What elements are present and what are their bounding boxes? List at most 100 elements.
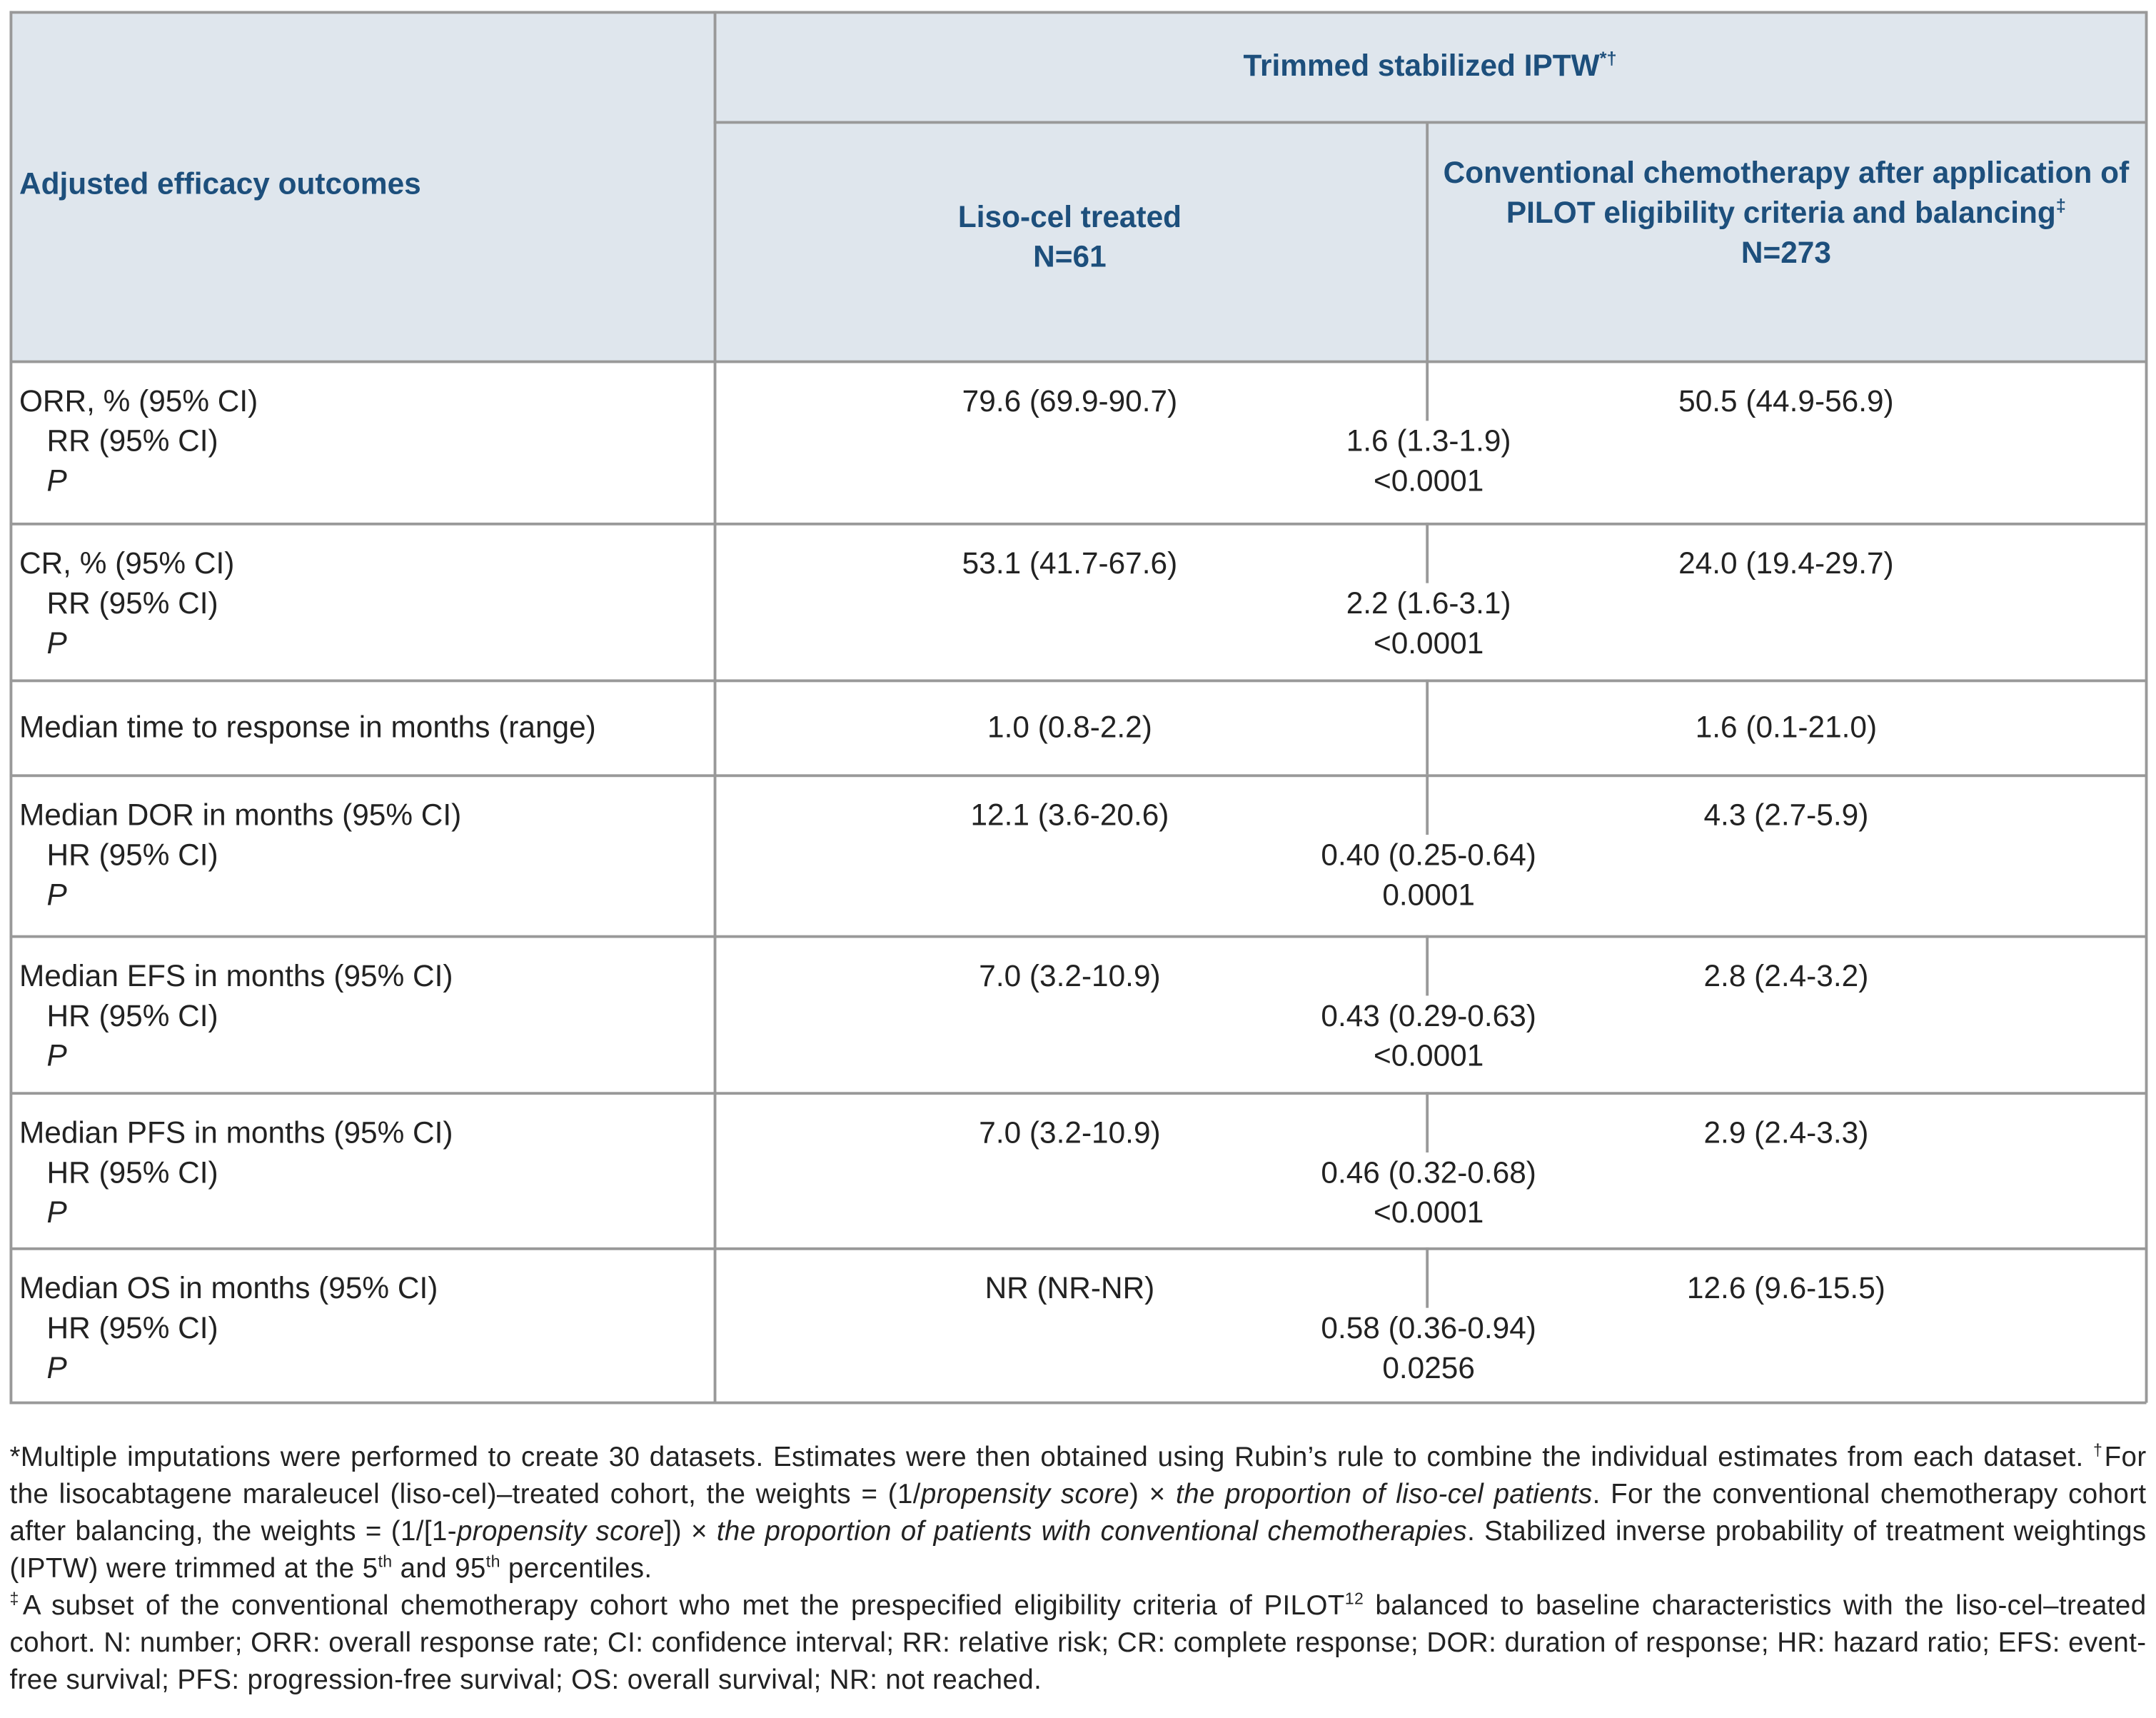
border bbox=[2145, 11, 2147, 1403]
footnote-italic: the proportion of liso-cel patients bbox=[1176, 1480, 1593, 1510]
footnote-sup: th bbox=[378, 1552, 393, 1572]
column-divider bbox=[1426, 935, 1429, 996]
border bbox=[9, 11, 2147, 14]
column-divider bbox=[1426, 522, 1429, 583]
p-value: 0.0256 bbox=[1382, 1350, 1475, 1385]
row-border bbox=[9, 1092, 2147, 1095]
group-note: *† bbox=[1599, 47, 1617, 69]
column-header: Conventional chemotherapy after applicat… bbox=[1442, 153, 2130, 273]
column-divider bbox=[1426, 1247, 1429, 1308]
row-label: Median OS in months (95% CI) bbox=[19, 1270, 438, 1305]
footnote-italic: propensity score bbox=[456, 1517, 665, 1547]
cell-value: 4.3 (2.7-5.9) bbox=[1703, 798, 1869, 833]
cell-value: 7.0 (3.2-10.9) bbox=[979, 958, 1161, 993]
p-value: <0.0001 bbox=[1373, 1038, 1484, 1073]
row-sublabel: RR (95% CI) bbox=[46, 586, 218, 621]
border bbox=[713, 121, 2147, 124]
row-sublabel: P bbox=[46, 1350, 67, 1385]
header-background bbox=[9, 11, 2147, 361]
group-title: Trimmed stabilized IPTW bbox=[1243, 48, 1600, 83]
column-note: ‡ bbox=[2055, 194, 2066, 216]
footnote-text: percentiles. bbox=[500, 1554, 653, 1584]
border bbox=[9, 1401, 2147, 1404]
ratio-value: 0.58 (0.36-0.94) bbox=[1321, 1310, 1536, 1345]
row-border bbox=[9, 1247, 2147, 1250]
footnote-italic: propensity score bbox=[920, 1480, 1130, 1510]
footnote-text: For the lisocabtagene maraleucel (liso-c… bbox=[9, 1442, 2147, 1510]
row-label: Median time to response in months (range… bbox=[19, 709, 596, 744]
p-value: <0.0001 bbox=[1373, 1195, 1484, 1230]
footnote-text: A subset of the conventional chemotherap… bbox=[22, 1591, 1345, 1622]
cell-value: 2.8 (2.4-3.2) bbox=[1703, 958, 1869, 993]
row-sublabel: P bbox=[46, 1038, 67, 1073]
row-label: CR, % (95% CI) bbox=[19, 546, 235, 581]
row-sublabel: HR (95% CI) bbox=[46, 837, 218, 873]
row-sublabel: P bbox=[46, 1195, 67, 1230]
p-value: 0.0001 bbox=[1382, 877, 1475, 912]
row-border bbox=[9, 935, 2147, 938]
ratio-value: 0.46 (0.32-0.68) bbox=[1321, 1155, 1536, 1190]
footnote-text: ]) × bbox=[664, 1517, 717, 1547]
border bbox=[9, 11, 12, 1403]
footnote-mark: † bbox=[2093, 1440, 2105, 1460]
footnote-text: ) × bbox=[1129, 1480, 1177, 1510]
footnote-text: and 95 bbox=[392, 1554, 486, 1584]
cell-value: 1.6 (0.1-21.0) bbox=[1695, 709, 1878, 744]
row-border bbox=[9, 522, 2147, 525]
column-n: N=273 bbox=[1741, 235, 1831, 270]
column-divider bbox=[1426, 360, 1429, 421]
row-sublabel: P bbox=[46, 877, 67, 912]
row-sublabel: HR (95% CI) bbox=[46, 1155, 218, 1190]
footnote-text: . For the conventional chemotherapy coho… bbox=[9, 1480, 2147, 1547]
column-divider bbox=[1426, 679, 1429, 775]
border bbox=[713, 11, 716, 1403]
row-label: Median DOR in months (95% CI) bbox=[19, 798, 462, 833]
footnote-sup: 12 bbox=[1344, 1589, 1364, 1609]
column-n: N=61 bbox=[1033, 239, 1107, 274]
cell-value: 12.6 (9.6-15.5) bbox=[1686, 1270, 1885, 1305]
ratio-value: 0.40 (0.25-0.64) bbox=[1321, 837, 1536, 873]
cell-value: 24.0 (19.4-29.7) bbox=[1678, 546, 1894, 581]
cell-value: 12.1 (3.6-20.6) bbox=[970, 798, 1169, 833]
footnote-text: *Multiple imputations were performed to … bbox=[9, 1442, 2094, 1473]
row-border bbox=[9, 679, 2147, 682]
ratio-value: 1.6 (1.3-1.9) bbox=[1346, 423, 1511, 458]
row-sublabel: RR (95% CI) bbox=[46, 423, 218, 458]
cell-value: 79.6 (69.9-90.7) bbox=[962, 383, 1178, 418]
footnote-italic: the proportion of patients with conventi… bbox=[716, 1517, 1468, 1547]
cell-value: 50.5 (44.9-56.9) bbox=[1678, 383, 1894, 418]
column-header: Liso-cel treated N=61 bbox=[958, 196, 1182, 276]
row-border bbox=[9, 360, 2147, 363]
cell-value: NR (NR-NR) bbox=[984, 1270, 1155, 1305]
group-header: Trimmed stabilized IPTW*† bbox=[1243, 46, 1616, 86]
footnote-sup: th bbox=[485, 1552, 500, 1572]
column-name: Liso-cel treated bbox=[957, 199, 1182, 234]
cell-value: 1.0 (0.8-2.2) bbox=[987, 709, 1152, 744]
row-sublabel: P bbox=[46, 626, 67, 660]
column-name: Conventional chemotherapy after applicat… bbox=[1443, 155, 2130, 230]
row-label: Median PFS in months (95% CI) bbox=[19, 1115, 453, 1150]
row-sublabel: P bbox=[46, 463, 67, 498]
p-value: <0.0001 bbox=[1373, 626, 1484, 660]
column-divider bbox=[1426, 774, 1429, 835]
footnotes: *Multiple imputations were performed to … bbox=[9, 1440, 2146, 1700]
footnote-text: . Stabilized inverse probability of trea… bbox=[9, 1517, 2147, 1584]
ratio-value: 0.43 (0.29-0.63) bbox=[1321, 998, 1536, 1033]
cell-value: 53.1 (41.7-67.6) bbox=[962, 546, 1178, 581]
footnote-text: balanced to baseline characteristics wit… bbox=[9, 1591, 2147, 1696]
row-sublabel: HR (95% CI) bbox=[46, 998, 218, 1033]
cell-value: 2.9 (2.4-3.3) bbox=[1703, 1115, 1869, 1150]
row-label: ORR, % (95% CI) bbox=[19, 383, 258, 418]
row-label-header: Adjusted efficacy outcomes bbox=[19, 166, 421, 201]
border bbox=[1426, 121, 1429, 361]
row-label: Median EFS in months (95% CI) bbox=[19, 958, 453, 993]
row-border bbox=[9, 774, 2147, 777]
row-sublabel: HR (95% CI) bbox=[46, 1310, 218, 1345]
footnote-mark: ‡ bbox=[9, 1589, 23, 1609]
cell-value: 7.0 (3.2-10.9) bbox=[979, 1115, 1161, 1150]
ratio-value: 2.2 (1.6-3.1) bbox=[1346, 586, 1511, 621]
p-value: <0.0001 bbox=[1373, 463, 1484, 498]
column-divider bbox=[1426, 1092, 1429, 1153]
